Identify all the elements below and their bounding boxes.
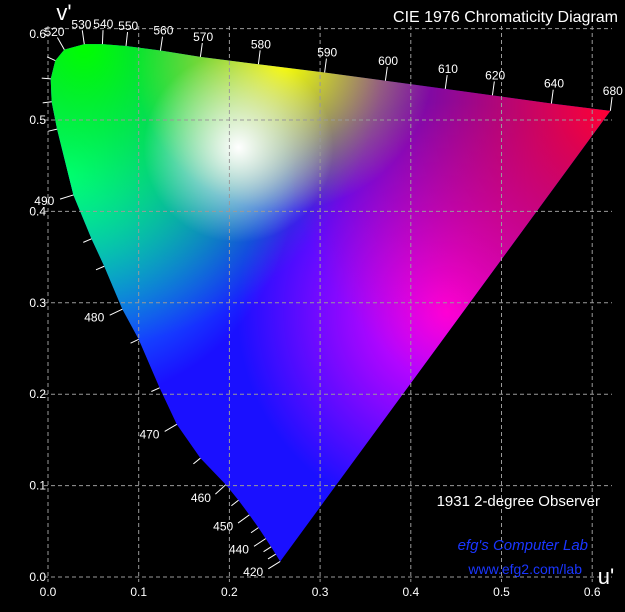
wavelength-tick [83,238,92,243]
wavelength-label: 620 [485,69,505,83]
wavelength-tick [95,265,105,271]
wavelength-label: 600 [378,54,398,68]
wavelength-tick [56,37,65,50]
wavelength-tick [130,338,139,344]
wavelength-tick [268,561,281,570]
wavelength-tick [324,58,327,73]
wavelength-tick [215,484,227,495]
wavelength-label: 530 [71,17,91,31]
wavelength-tick [444,74,448,89]
wavelength-label: 470 [139,427,159,441]
wavelength-label: 590 [317,46,337,60]
wavelength-label: 520 [44,25,64,39]
x-tick-label: 0.4 [402,585,419,599]
wavelength-tick [250,527,259,534]
wavelength-tick [550,89,554,104]
x-tick-label: 0.2 [221,585,238,599]
wavelength-label: 480 [84,311,104,325]
wavelength-tick [267,553,276,560]
wavelength-label: 680 [603,84,623,98]
wavelength-label: 570 [193,30,213,44]
wavelength-tick [231,499,239,507]
chart-title: CIE 1976 Chromaticity Diagram [393,9,618,26]
wavelength-label: 640 [544,77,564,91]
y-tick-label: 0.4 [29,204,46,218]
wavelength-tick [125,31,129,47]
y-tick-label: 0.3 [29,296,46,310]
wavelength-tick [384,66,388,81]
wavelength-label: 460 [191,491,211,505]
x-tick-label: 0.5 [493,585,510,599]
wavelength-label: 580 [251,37,271,51]
wavelength-tick [101,30,104,45]
x-tick-label: 0.0 [40,585,57,599]
wavelength-tick [59,194,74,200]
wavelength-tick [151,387,160,392]
wavelength-tick [109,308,123,316]
x-axis-name: u' [598,564,614,589]
y-axis-name: v' [56,0,71,25]
wavelength-label: 450 [213,520,233,534]
wavelength-tick [199,42,203,58]
wavelength-tick [193,457,201,465]
wavelength-tick [609,96,613,111]
wavelength-tick [263,546,272,553]
wavelength-label: 540 [93,17,113,31]
y-tick-label: 0.6 [29,27,46,41]
wavelength-label: 420 [243,565,263,579]
x-tick-label: 0.6 [584,585,601,599]
wavelength-tick [48,128,58,132]
wavelength-tick [42,101,52,104]
credit-url: www.efg2.com/lab [467,561,582,577]
wavelength-label: 440 [229,543,249,557]
x-tick-label: 0.1 [130,585,147,599]
wavelength-label: 550 [118,19,138,33]
wavelength-label: 490 [34,194,54,208]
x-tick-label: 0.3 [312,585,329,599]
observer-annotation: 1931 2-degree Observer [437,493,600,510]
wavelength-tick [159,36,164,51]
wavelength-tick [491,81,495,96]
credit-annotation: efg's Computer Lab [458,537,588,554]
y-tick-label: 0.2 [29,387,46,401]
wavelength-tick [81,30,85,45]
wavelength-label: 560 [153,24,173,38]
y-tick-label: 0.0 [29,570,46,584]
wavelength-tick [164,423,178,432]
y-tick-label: 0.5 [29,113,46,127]
wavelength-tick [41,77,51,80]
wavelength-tick [237,514,250,524]
wavelength-tick [253,538,266,547]
y-tick-label: 0.1 [29,479,46,493]
wavelength-tick [257,50,261,65]
wavelength-label: 610 [438,62,458,76]
wavelength-tick [46,56,56,62]
